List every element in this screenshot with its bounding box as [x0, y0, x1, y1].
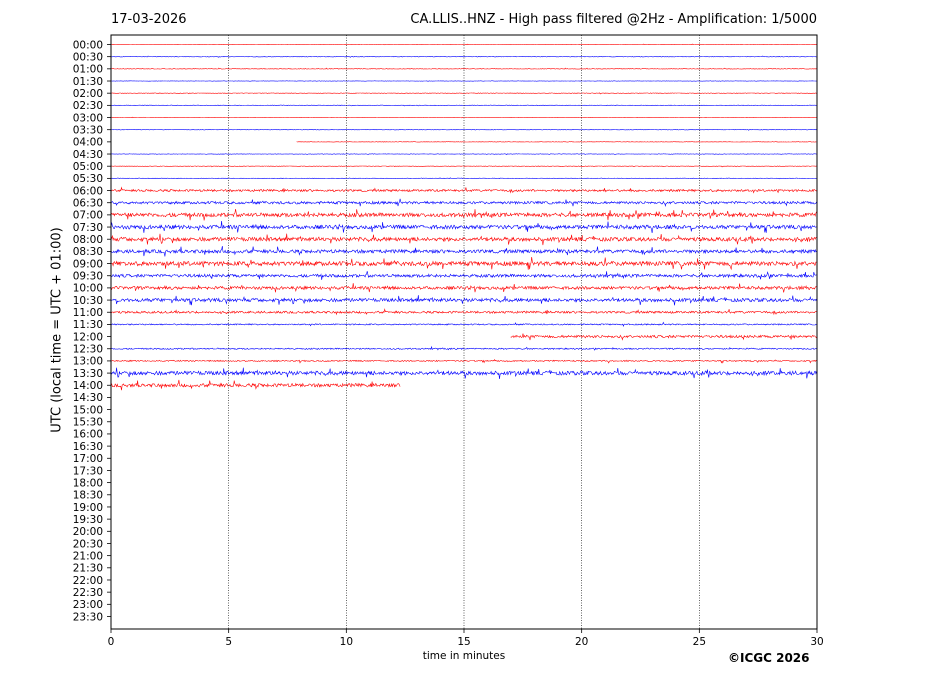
- y-tick-label-1600: 16:00: [73, 429, 103, 441]
- y-tick-label-0730: 07:30: [73, 222, 103, 234]
- y-tick-label-1200: 12:00: [73, 331, 103, 343]
- x-tick-label-0: 0: [108, 636, 115, 648]
- trace-0430: [110, 153, 817, 156]
- y-tick-label-1800: 18:00: [73, 477, 103, 489]
- trace-0800: [110, 233, 817, 246]
- chart-title: CA.LLIS..HNZ - High pass filtered @2Hz -…: [410, 12, 817, 27]
- x-tick-label-30: 30: [810, 636, 823, 648]
- y-tick-label-2100: 21:00: [73, 550, 103, 562]
- trace-0500: [110, 165, 817, 168]
- y-tick-label-2030: 20:30: [73, 538, 103, 550]
- trace-1230: [110, 345, 817, 351]
- trace-0630: [110, 198, 817, 208]
- y-tick-label-0430: 04:30: [73, 149, 103, 161]
- trace-0230: [110, 104, 817, 107]
- y-tick-label-1130: 11:30: [73, 319, 103, 331]
- y-tick-label-2230: 22:30: [73, 587, 103, 599]
- y-tick-label-1330: 13:30: [73, 368, 103, 380]
- date-label: 17-03-2026: [111, 12, 187, 27]
- trace-1330: [110, 367, 817, 380]
- y-tick-label-2130: 21:30: [73, 563, 103, 575]
- trace-0830: [110, 245, 817, 257]
- y-tick-label-1900: 19:00: [73, 502, 103, 514]
- trace-0600: [110, 186, 817, 194]
- y-tick-label-1000: 10:00: [73, 283, 103, 295]
- y-tick-label-0800: 08:00: [73, 234, 103, 246]
- y-tick-label-2000: 20:00: [73, 526, 103, 538]
- trace-0900: [110, 256, 817, 271]
- y-tick-label-1500: 15:00: [73, 404, 103, 416]
- y-tick-label-1300: 13:00: [73, 356, 103, 368]
- y-tick-label-0400: 04:00: [73, 137, 103, 149]
- y-tick-label-0330: 03:30: [73, 124, 103, 136]
- trace-1030: [110, 295, 817, 306]
- x-tick-label-20: 20: [575, 636, 588, 648]
- y-tick-label-0600: 06:00: [73, 185, 103, 197]
- trace-1300: [110, 358, 817, 364]
- trace-0030: [110, 55, 817, 58]
- trace-0700: [110, 208, 817, 221]
- trace-1000: [110, 283, 817, 293]
- x-tick-label-10: 10: [340, 636, 353, 648]
- y-tick-label-0000: 00:00: [73, 39, 103, 51]
- y-tick-label-0930: 09:30: [73, 271, 103, 283]
- y-tick-label-0530: 05:30: [73, 173, 103, 185]
- y-tick-label-1930: 19:30: [73, 514, 103, 526]
- trace-0730: [110, 220, 817, 234]
- y-tick-label-0230: 02:30: [73, 100, 103, 112]
- trace-0000: [110, 43, 817, 46]
- x-axis-label: time in minutes: [422, 650, 506, 662]
- y-tick-label-2330: 23:30: [73, 611, 103, 623]
- y-tick-label-0100: 01:00: [73, 64, 103, 76]
- trace-1200: [510, 333, 818, 341]
- y-tick-label-0300: 03:00: [73, 112, 103, 124]
- x-tick-label-5: 5: [225, 636, 232, 648]
- trace-0930: [110, 271, 817, 280]
- y-tick-label-0130: 01:30: [73, 76, 103, 88]
- trace-1130: [110, 321, 817, 327]
- y-tick-label-1230: 12:30: [73, 344, 103, 356]
- y-tick-label-1730: 17:30: [73, 465, 103, 477]
- y-tick-label-0700: 07:00: [73, 210, 103, 222]
- copyright-label: ©ICGC 2026: [728, 651, 810, 665]
- plot-frame: [110, 34, 818, 630]
- x-tick-label-25: 25: [693, 636, 706, 648]
- y-tick-label-1530: 15:30: [73, 417, 103, 429]
- y-tick-label-1830: 18:30: [73, 490, 103, 502]
- y-tick-label-2200: 22:00: [73, 575, 103, 587]
- y-tick-label-2300: 23:00: [73, 599, 103, 611]
- y-tick-label-1030: 10:30: [73, 295, 103, 307]
- trace-0100: [110, 67, 817, 70]
- y-tick-label-1430: 14:30: [73, 392, 103, 404]
- y-tick-label-0030: 00:30: [73, 51, 103, 63]
- trace-0330: [110, 128, 817, 131]
- trace-0200: [110, 92, 817, 95]
- y-tick-label-0200: 02:00: [73, 88, 103, 100]
- y-tick-label-0830: 08:30: [73, 246, 103, 258]
- y-tick-label-0900: 09:00: [73, 258, 103, 270]
- y-tick-label-1100: 11:00: [73, 307, 103, 319]
- trace-1400: [110, 379, 401, 391]
- x-tick-label-15: 15: [457, 636, 470, 648]
- y-tick-label-0500: 05:00: [73, 161, 103, 173]
- y-tick-label-0630: 06:30: [73, 198, 103, 210]
- trace-1100: [110, 308, 817, 316]
- y-tick-label-1630: 16:30: [73, 441, 103, 453]
- y-tick-label-1400: 14:00: [73, 380, 103, 392]
- y-tick-label-1700: 17:00: [73, 453, 103, 465]
